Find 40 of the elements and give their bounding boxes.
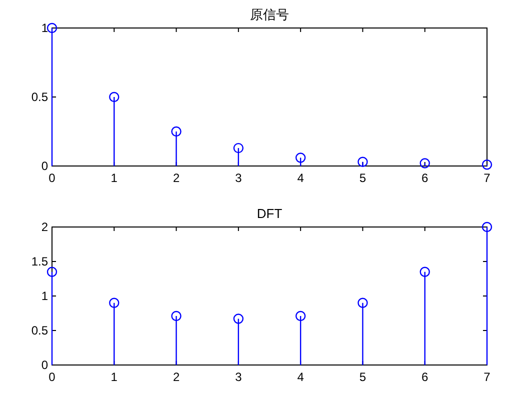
x-tick-label: 6 <box>422 171 429 185</box>
point <box>420 266 430 277</box>
y-tick-label: 0.5 <box>31 324 48 338</box>
x-tick-label: 1 <box>110 370 118 384</box>
point <box>109 298 120 308</box>
point <box>358 298 368 308</box>
point <box>295 310 306 322</box>
point <box>420 158 430 168</box>
y-tick-label: 0 <box>41 358 48 372</box>
x-tick-label: 3 <box>235 171 242 185</box>
y-tick-label: 1 <box>41 289 48 303</box>
y-tick-label: 0.5 <box>31 90 48 104</box>
x-tick-label: 4 <box>297 171 304 185</box>
y-tick-label: 1.5 <box>31 254 48 268</box>
x-tick-label: 2 <box>172 370 180 384</box>
x-tick-label: 3 <box>235 370 242 384</box>
x-tick-label: 1 <box>110 171 118 185</box>
point <box>358 156 368 167</box>
point <box>482 160 492 170</box>
chart-title: 原信号 <box>250 7 289 22</box>
x-tick-label: 5 <box>359 171 366 185</box>
x-tick-label: 6 <box>422 370 429 384</box>
chart-title: DFT <box>256 206 282 221</box>
point <box>46 266 58 277</box>
x-tick-label: 5 <box>359 370 366 384</box>
y-tick-label: 0 <box>41 159 48 173</box>
point <box>233 314 244 324</box>
point <box>233 142 244 154</box>
point <box>171 310 182 322</box>
point <box>171 126 182 137</box>
point <box>482 222 492 232</box>
y-tick-label: 2 <box>41 220 48 234</box>
x-tick-label: 4 <box>297 370 304 384</box>
x-tick-label: 7 <box>484 370 491 384</box>
x-tick-label: 2 <box>172 171 180 185</box>
point <box>109 92 120 102</box>
point <box>46 22 58 34</box>
point <box>295 152 306 163</box>
y-tick-label: 1 <box>41 21 48 35</box>
x-tick-label: 7 <box>484 171 491 185</box>
